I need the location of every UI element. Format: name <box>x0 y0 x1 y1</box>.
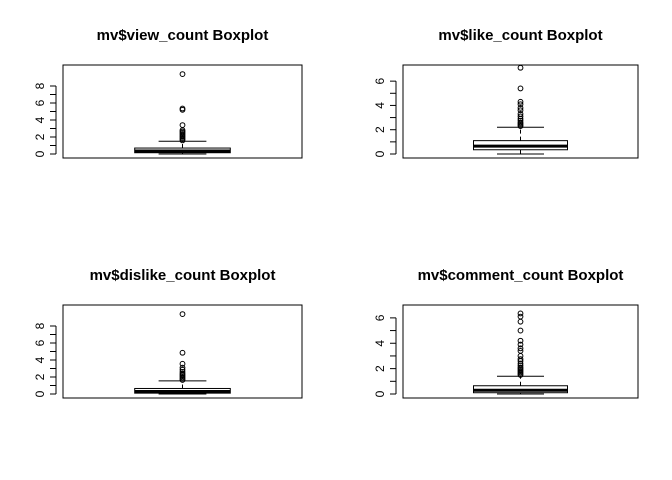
outlier-point <box>517 111 524 117</box>
outlier-point <box>517 327 524 334</box>
y-tick-label: 4 <box>33 356 47 363</box>
outlier-point <box>517 85 524 92</box>
outlier-point <box>517 313 524 320</box>
outlier-point <box>517 107 524 114</box>
outlier-point <box>179 364 186 371</box>
y-tick-label: 2 <box>33 373 47 380</box>
plot-frame <box>62 64 303 159</box>
y-tick-label: 4 <box>33 116 47 123</box>
y-tick-label: 0 <box>373 390 387 397</box>
y-tick-label: 0 <box>33 150 47 157</box>
outlier-point <box>517 347 524 354</box>
outlier-point <box>517 98 524 105</box>
y-tick-label: 8 <box>33 82 47 89</box>
plot-frame <box>62 304 303 399</box>
y-tick-label: 6 <box>33 339 47 346</box>
outlier-point <box>517 337 524 344</box>
y-tick-label: 2 <box>33 133 47 140</box>
boxplot-panel-1: mv$view_count Boxplot 0 2 4 6 8 <box>33 27 303 159</box>
outlier-point <box>179 370 186 377</box>
outlier-point <box>517 356 524 363</box>
outlier-point <box>179 105 186 112</box>
chart-title: mv$view_count Boxplot <box>97 27 269 44</box>
outlier-point <box>517 353 524 359</box>
chart-title: mv$comment_count Boxplot <box>418 267 624 284</box>
y-tick-label: 6 <box>373 314 387 321</box>
y-tick-label: 0 <box>373 150 387 157</box>
outlier-point <box>517 101 524 108</box>
y-tick-label: 2 <box>373 126 387 133</box>
outlier-point <box>517 117 524 124</box>
outlier-point <box>179 349 186 356</box>
outlier-point <box>517 318 524 325</box>
y-tick-label: 6 <box>33 99 47 106</box>
boxplot-panel-4: mv$comment_count Boxplot 0 2 4 6 <box>373 267 639 399</box>
outlier-point <box>517 113 524 120</box>
y-tick-label: 4 <box>373 340 387 347</box>
outlier-point <box>517 310 524 317</box>
boxplot-panel-2: mv$like_count Boxplot 0 2 4 6 <box>373 27 639 159</box>
y-tick-label: 8 <box>33 322 47 329</box>
outlier-point <box>517 104 524 111</box>
outlier-point <box>517 345 524 352</box>
boxplot-panel-3: mv$dislike_count Boxplot 0 2 4 6 8 <box>33 267 303 399</box>
chart-title: mv$dislike_count Boxplot <box>90 267 276 284</box>
y-tick-label: 0 <box>33 390 47 397</box>
outlier-point <box>517 119 524 126</box>
outlier-point <box>179 122 186 128</box>
outlier-point <box>179 311 186 318</box>
outlier-point <box>179 366 186 373</box>
outlier-point <box>179 71 186 77</box>
outlier-point <box>517 64 524 71</box>
chart-title: mv$like_count Boxplot <box>438 27 602 44</box>
outlier-point <box>517 364 524 371</box>
plot-frame <box>402 304 639 399</box>
outlier-point <box>517 341 524 348</box>
y-tick-label: 4 <box>373 102 387 109</box>
y-tick-label: 6 <box>373 77 387 84</box>
outlier-point <box>179 369 186 375</box>
outlier-point <box>179 360 186 367</box>
y-tick-label: 2 <box>373 365 387 372</box>
